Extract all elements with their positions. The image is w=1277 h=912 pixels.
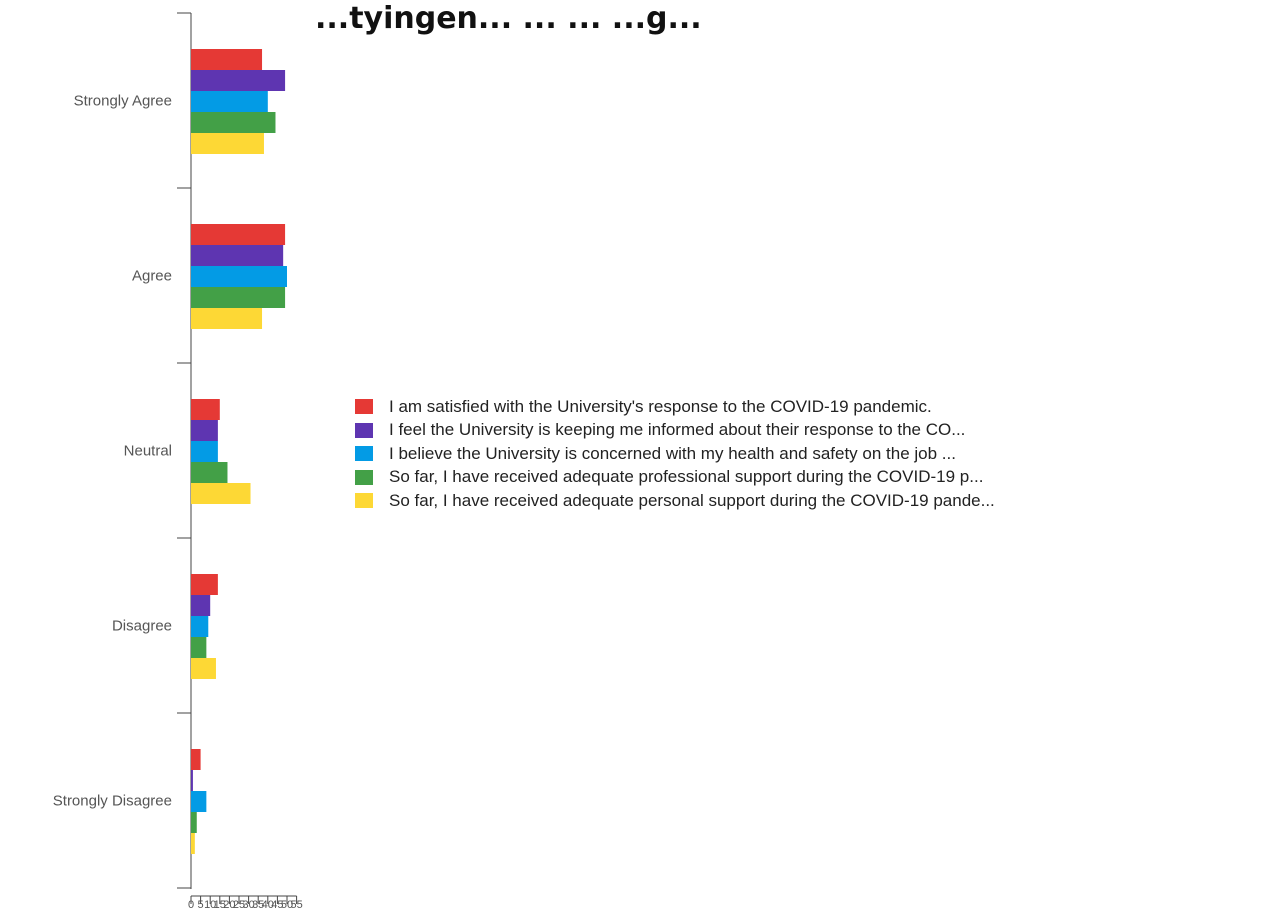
legend-item: I believe the University is concerned wi… [355,442,995,466]
bar [191,441,218,462]
category-label: Strongly Disagree [53,793,172,810]
legend-label: So far, I have received adequate persona… [389,490,995,510]
axis-lines [177,12,192,889]
bar [191,637,207,658]
bar [191,266,287,287]
legend-swatch [355,469,373,485]
legend-item: So far, I have received adequate persona… [355,489,995,513]
x-tick-label: 5 [198,899,204,911]
legend-label: I feel the University is keeping me info… [389,420,966,440]
x-tick-label: 30 [242,899,254,911]
bar [191,91,268,112]
x-tick-label: 0 [188,899,194,911]
legend-label: I believe the University is concerned wi… [389,443,956,463]
category-labels: Strongly Agree Agree Neutral Disagree Strong… [53,93,172,810]
legend-swatch [355,446,373,462]
bar [191,133,264,154]
legend-swatch [355,493,373,509]
legend-swatch [355,399,373,415]
x-tick-label: 40 [262,899,274,911]
bar [191,399,220,420]
category-label: Strongly Agree [74,93,172,110]
bar [191,595,211,616]
x-tick-label: 35 [252,899,264,911]
legend-label: So far, I have received adequate profess… [389,467,984,487]
legend-label: I am satisfied with the University's res… [389,396,932,416]
x-tick-label: 55 [290,899,302,911]
legend: I am satisfied with the University's res… [355,395,995,513]
bar [191,224,286,245]
bar [191,791,207,812]
bar [191,812,197,833]
legend-item: I feel the University is keeping me info… [355,419,995,443]
bar [191,112,276,133]
bar [191,616,209,637]
x-tick-label: 50 [281,899,293,911]
bar [191,658,216,679]
bar [191,462,228,483]
legend-swatch [355,422,373,438]
x-tick-label: 45 [271,899,283,911]
bar [191,483,251,504]
x-tick-label: 15 [214,899,226,911]
bar [191,833,195,854]
category-label: Neutral [124,443,172,460]
x-tick-label: 10 [204,899,216,911]
bar [191,749,201,770]
x-tick-label: 25 [233,899,245,911]
bars [191,49,287,854]
legend-item: So far, I have received adequate profess… [355,466,995,490]
bar [191,49,263,70]
chart-title: ...tyingen... ... ... ...g... [315,1,702,36]
bar [191,420,218,441]
bar [191,245,284,266]
legend-item: I am satisfied with the University's res… [355,395,995,419]
bar [191,287,286,308]
bar [191,770,193,791]
category-label: Disagree [112,618,172,635]
x-tick-label: 20 [223,899,235,911]
bar [191,308,263,329]
bar [191,70,286,91]
category-label: Agree [132,268,172,285]
bar [191,574,218,595]
